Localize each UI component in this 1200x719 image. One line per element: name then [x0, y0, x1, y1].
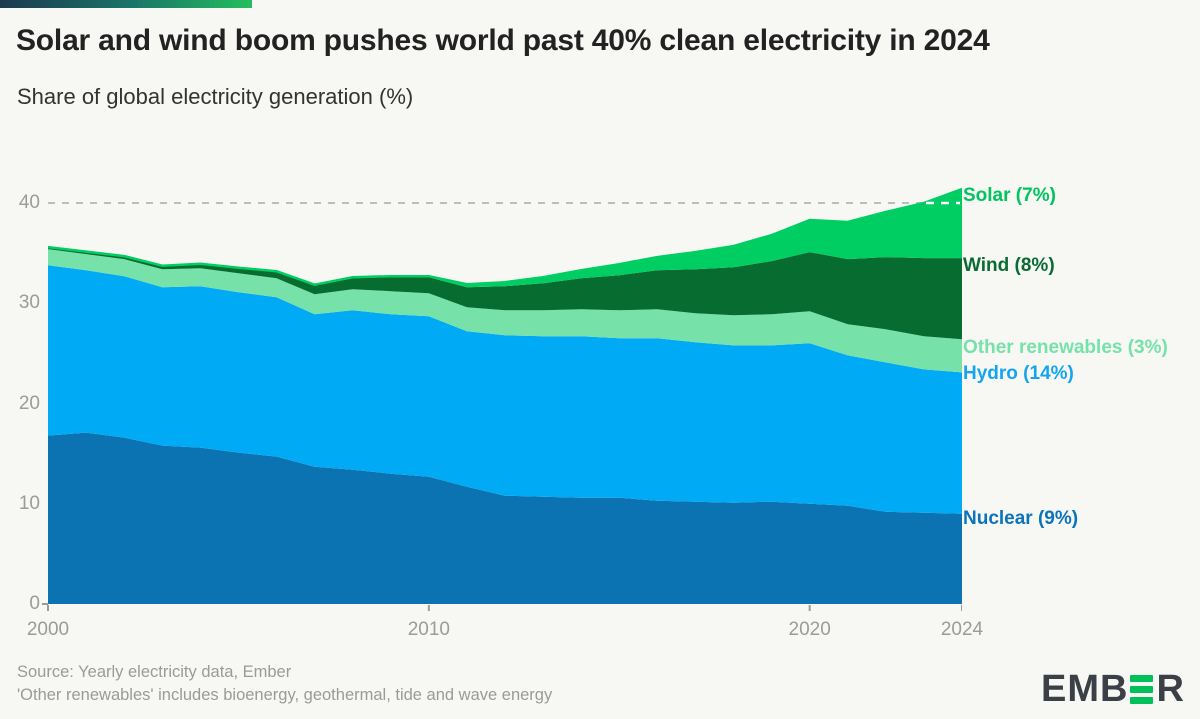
- ember-logo-letters-suffix: R: [1156, 667, 1185, 710]
- source-note: Source: Yearly electricity data, Ember '…: [17, 661, 552, 706]
- x-axis: 2000 2010 2020 2024: [27, 619, 1042, 645]
- ember-logo-letters-prefix: EMB: [1041, 667, 1129, 710]
- area-solar: [48, 189, 962, 288]
- series-callout-labels: Nuclear (9%) Hydro (14%) Other renewables …: [963, 0, 1199, 719]
- y-tick-label-30: 30: [18, 292, 40, 314]
- y-tick-label-40: 40: [18, 192, 40, 213]
- x-tick-label-2024: 2024: [940, 619, 984, 640]
- area-hydro: [48, 265, 962, 514]
- y-tick-label-0: 0: [29, 593, 40, 614]
- callout-hydro: Hydro (14%): [963, 363, 1074, 385]
- clean-total-topline: [47, 187, 962, 286]
- callout-wind: Wind (8%): [963, 254, 1055, 276]
- page-subtitle: Share of global electricity generation (…: [17, 84, 414, 109]
- x-tick-label-2000: 2000: [26, 619, 70, 640]
- source-line-2: 'Other renewables' includes bioenergy, g…: [17, 685, 553, 704]
- y-tick-label-20: 20: [18, 392, 40, 414]
- x-tick-label-2010: 2010: [407, 619, 450, 640]
- area-other-renewables: [48, 249, 962, 373]
- source-line-1: Source: Yearly electricity data, Ember: [17, 663, 292, 681]
- y-axis: 0 10 20 30 40: [0, 0, 40, 719]
- area-nuclear: [48, 432, 962, 604]
- callout-nuclear: Nuclear (9%): [963, 507, 1079, 529]
- y-tick-label-10: 10: [18, 492, 40, 514]
- area-wind: [48, 247, 962, 340]
- ember-logo-green-e-icon: [1130, 674, 1154, 704]
- ember-logo: EMB R: [1041, 668, 1185, 710]
- page-title: Solar and wind boom pushes world past 40…: [16, 24, 990, 57]
- x-tick-label-2020: 2020: [788, 619, 831, 640]
- stacked-area-chart: [42, 187, 962, 611]
- callout-solar: Solar (7%): [963, 184, 1056, 206]
- brand-accent-bar: [0, 0, 252, 8]
- callout-other-renewables: Other renewables (3%): [963, 336, 1168, 358]
